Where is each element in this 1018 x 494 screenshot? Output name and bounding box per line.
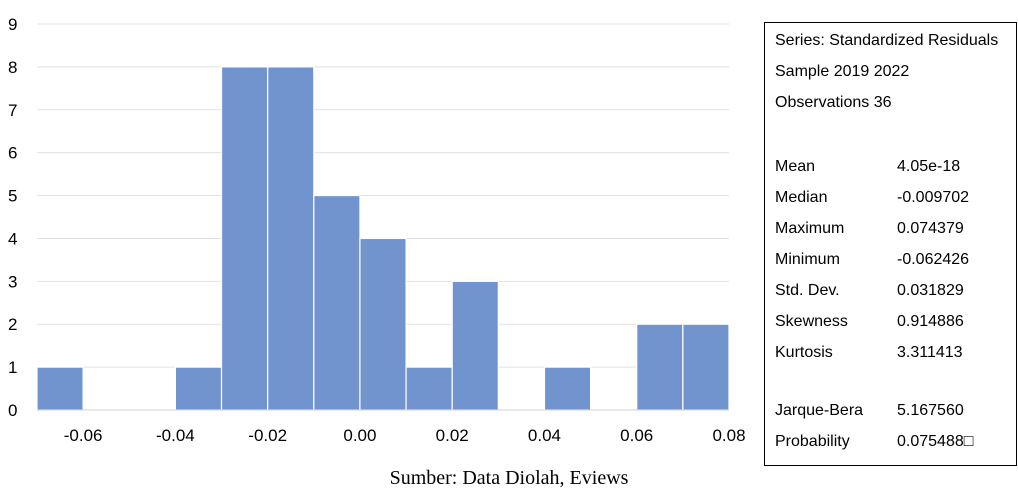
histogram-bar bbox=[174, 366, 223, 411]
stat-label-probability: Probability bbox=[775, 433, 850, 450]
x-tick-label: -0.04 bbox=[156, 426, 195, 445]
stat-value-minimum: -0.062426 bbox=[897, 251, 970, 268]
y-tick-label: 1 bbox=[8, 358, 17, 377]
x-tick-label: 0.02 bbox=[436, 426, 469, 445]
stat-label-std-dev: Std. Dev. bbox=[775, 282, 840, 299]
x-tick-label: -0.06 bbox=[64, 426, 103, 445]
y-tick-label: 5 bbox=[8, 187, 17, 206]
x-tick-label: 0.06 bbox=[620, 426, 653, 445]
stat-label-median: Median bbox=[775, 189, 828, 206]
y-tick-label: 9 bbox=[8, 15, 17, 34]
histogram-bar bbox=[451, 280, 499, 411]
stat-value-jarque-bera: 5.167560 bbox=[897, 402, 964, 419]
stat-value-median: -0.009702 bbox=[897, 189, 970, 206]
histogram-bar bbox=[359, 237, 407, 411]
x-tick-label: 0.08 bbox=[712, 426, 745, 445]
stat-value-kurtosis: 3.311413 bbox=[897, 344, 963, 361]
y-tick-label: 2 bbox=[8, 315, 17, 334]
x-tick-label: 0.00 bbox=[343, 426, 376, 445]
histogram-chart: 0 1 2 3 4 5 6 7 8 9 -0.06 -0.04 -0.02 0.00 0.02 0.04 0.0… bbox=[8, 15, 746, 445]
stat-value-maximum: 0.074379 bbox=[897, 220, 964, 237]
y-tick-label: 3 bbox=[8, 272, 17, 291]
stat-value-skewness: 0.914886 bbox=[897, 313, 964, 330]
x-tick-label: 0.04 bbox=[528, 426, 561, 445]
stat-label-mean: Mean bbox=[775, 158, 816, 175]
stats-series-label: Series: Standardized Residuals bbox=[775, 32, 999, 49]
histogram-bar bbox=[682, 323, 730, 411]
histogram-bar bbox=[36, 366, 84, 411]
histogram-bar bbox=[220, 66, 269, 411]
histogram-bar bbox=[313, 194, 361, 411]
histogram-bar bbox=[267, 66, 315, 411]
stats-observations-label: Observations 36 bbox=[775, 94, 892, 111]
stat-label-minimum: Minimum bbox=[775, 251, 840, 268]
source-caption: Sumber: Data Diolah, Eviews bbox=[389, 467, 629, 489]
y-tick-label: 4 bbox=[8, 229, 17, 248]
stat-label-maximum: Maximum bbox=[775, 220, 845, 237]
histogram-bar bbox=[636, 323, 684, 411]
y-tick-label: 8 bbox=[8, 58, 17, 77]
stat-value-std-dev: 0.031829 bbox=[897, 282, 964, 299]
y-tick-label: 0 bbox=[8, 401, 17, 420]
stat-label-jarque-bera: Jarque-Bera bbox=[775, 402, 864, 419]
stat-value-mean: 4.05e-18 bbox=[897, 158, 961, 175]
stat-label-skewness: Skewness bbox=[775, 313, 848, 330]
x-tick-label: -0.02 bbox=[248, 426, 287, 445]
stat-label-kurtosis: Kurtosis bbox=[775, 344, 833, 361]
stat-value-probability: 0.075488□ bbox=[897, 433, 974, 450]
y-tick-label: 7 bbox=[8, 101, 17, 120]
stats-sample-label: Sample 2019 2022 bbox=[775, 63, 910, 80]
histogram-bar bbox=[405, 366, 453, 411]
y-tick-label: 6 bbox=[8, 144, 17, 163]
histogram-bar bbox=[543, 366, 592, 411]
stats-panel: Series: Standardized Residuals Sample 20… bbox=[764, 22, 1017, 466]
